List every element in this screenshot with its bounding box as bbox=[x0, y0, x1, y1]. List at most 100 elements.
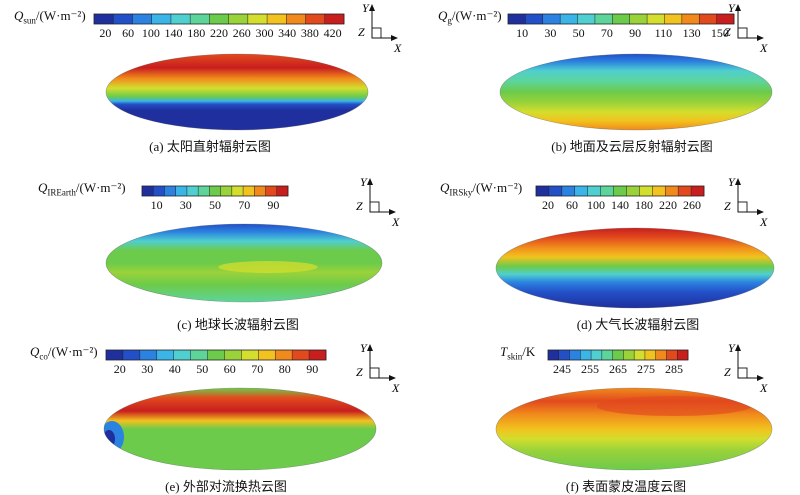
colorbar-swatch bbox=[655, 350, 667, 360]
colorbar-swatch bbox=[286, 14, 306, 24]
colorbar-swatch bbox=[629, 14, 648, 24]
colorbar-tick-label: 220 bbox=[210, 26, 228, 40]
colorbar-swatch bbox=[594, 14, 613, 24]
quantity-symbol: Q bbox=[30, 344, 40, 359]
hot-spot bbox=[596, 396, 752, 416]
colorbar-swatch bbox=[561, 186, 576, 196]
axis-z-label: Z bbox=[724, 199, 731, 213]
colorbar-frame bbox=[535, 185, 705, 197]
colorbar-tick-label: 420 bbox=[323, 26, 342, 40]
colorbar-title: QIREarth/(W·m⁻²) bbox=[38, 180, 126, 198]
colorbar-swatch bbox=[612, 350, 624, 360]
colorbar-tick-label: 10 bbox=[516, 26, 529, 40]
quantity-unit: /(W·m⁻²) bbox=[472, 180, 523, 195]
colorbar-tick-label: 80 bbox=[278, 362, 291, 376]
colorbar-swatch bbox=[678, 186, 692, 196]
colorbar-swatch bbox=[241, 350, 259, 360]
colorbar-title: Qsun/(W·m⁻²) bbox=[14, 8, 86, 26]
quantity-unit: /(W·m⁻²) bbox=[47, 344, 98, 359]
panel-caption: (b) 地面及云层反射辐射云图 bbox=[551, 139, 713, 154]
colorbar-tick-label: 70 bbox=[251, 362, 264, 376]
colorbar-frame bbox=[105, 349, 327, 361]
colorbar-swatch bbox=[716, 14, 735, 24]
colorbar-title: QIRSky/(W·m⁻²) bbox=[440, 180, 522, 198]
colorbar-swatch bbox=[664, 14, 683, 24]
colorbar-tick-label: 255 bbox=[581, 362, 599, 376]
colorbar-swatch bbox=[94, 14, 114, 24]
colorbar-swatch bbox=[275, 350, 293, 360]
quantity-symbol: Q bbox=[438, 8, 448, 23]
axis-x-label: X bbox=[391, 215, 400, 229]
colorbar-swatch bbox=[122, 350, 141, 360]
colorbar-swatch bbox=[156, 350, 174, 360]
colorbar-title: Tskin/K bbox=[500, 344, 535, 362]
axis-z-label: Z bbox=[356, 199, 363, 213]
quantity-subscript: IREarth bbox=[47, 187, 76, 198]
airship-envelope bbox=[500, 54, 772, 130]
colorbar-swatch bbox=[525, 14, 544, 24]
panel-c: QIREarth/(W·m⁻²) Y Z X 10 30 50 70 90 (c) 地球长波辐射云… bbox=[0, 164, 400, 332]
quantity-symbol: Q bbox=[440, 180, 450, 195]
colorbar-tick-label: 340 bbox=[278, 26, 297, 40]
quantity-subscript: g bbox=[447, 15, 452, 26]
axes-triad: YZ X bbox=[724, 175, 768, 229]
colorbar-swatch bbox=[209, 186, 221, 196]
colorbar-tick-label: 275 bbox=[637, 362, 655, 376]
colorbar-tick-label: 260 bbox=[232, 26, 251, 40]
colorbar-swatch bbox=[198, 186, 210, 196]
panel-graphic: YZ X bbox=[105, 175, 400, 303]
colorbar-tick-label: 285 bbox=[665, 362, 683, 376]
axis-z-label: Z bbox=[724, 25, 731, 39]
envelope-outline bbox=[105, 223, 383, 303]
axes-triad: YZ X bbox=[358, 1, 402, 55]
colorbar-swatch bbox=[224, 350, 242, 360]
panel-caption: (f) 表面蒙皮温度云图 bbox=[565, 479, 687, 494]
axis-x-label: X bbox=[393, 41, 402, 55]
colorbar-tick-label: 100 bbox=[141, 26, 160, 40]
colorbar-swatch bbox=[677, 350, 689, 360]
envelope-outline bbox=[495, 227, 775, 309]
axis-z-label: Z bbox=[356, 365, 363, 379]
panel-e: Qco/(W·m⁻²) Y Z X 20 30 40 50 60 70 80 90 (e) 外部对流换热… bbox=[0, 330, 400, 494]
colorbar-tick-label: 20 bbox=[542, 198, 554, 212]
colorbar-swatch bbox=[542, 14, 561, 24]
panel-caption: (a) 太阳直射辐射云图 bbox=[149, 139, 271, 154]
colorbar-swatch bbox=[666, 350, 678, 360]
colorbar-tick-label: 60 bbox=[566, 198, 578, 212]
colorbar-swatch bbox=[113, 14, 133, 24]
quantity-unit: /K bbox=[522, 344, 536, 359]
colorbar-swatch bbox=[139, 350, 158, 360]
colorbar-swatch bbox=[591, 350, 603, 360]
quantity-subscript: co bbox=[39, 351, 48, 362]
axis-y-label: Y bbox=[728, 341, 736, 355]
axis-y-label: Y bbox=[362, 1, 370, 15]
colorbar-swatch bbox=[247, 14, 268, 24]
colorbar-swatch bbox=[258, 350, 276, 360]
envelope-outline bbox=[105, 53, 369, 131]
colorbar-tick-label: 70 bbox=[600, 26, 613, 40]
colorbar-tick-label: 140 bbox=[611, 198, 629, 212]
colorbar-swatch bbox=[209, 14, 229, 24]
axis-x-label: X bbox=[759, 215, 768, 229]
panel-caption: (c) 地球长波辐射云图 bbox=[177, 317, 299, 332]
colorbar-swatch bbox=[151, 14, 172, 24]
colorbar-swatch bbox=[254, 186, 266, 196]
colorbar-tick-label: 70 bbox=[238, 198, 251, 212]
colorbar-swatch bbox=[276, 186, 289, 196]
colorbar-tick-label: 130 bbox=[682, 26, 701, 40]
colorbar-tick-label: 50 bbox=[572, 26, 585, 40]
panel-graphic: YZ X bbox=[499, 1, 773, 131]
hot-spot bbox=[218, 261, 318, 273]
colorbar-swatch bbox=[142, 186, 154, 196]
colorbar-swatch bbox=[220, 186, 233, 196]
colorbar-tick-label: 180 bbox=[635, 198, 653, 212]
colorbar-swatch bbox=[175, 186, 188, 196]
colorbar-tick-label: 265 bbox=[609, 362, 627, 376]
colorbar-swatch bbox=[639, 186, 653, 196]
colorbar-swatch bbox=[580, 350, 592, 360]
colorbar-swatch bbox=[601, 350, 613, 360]
colorbar-tick-label: 140 bbox=[164, 26, 183, 40]
colorbar-swatch bbox=[560, 14, 578, 24]
colorbar-swatch bbox=[536, 186, 550, 196]
